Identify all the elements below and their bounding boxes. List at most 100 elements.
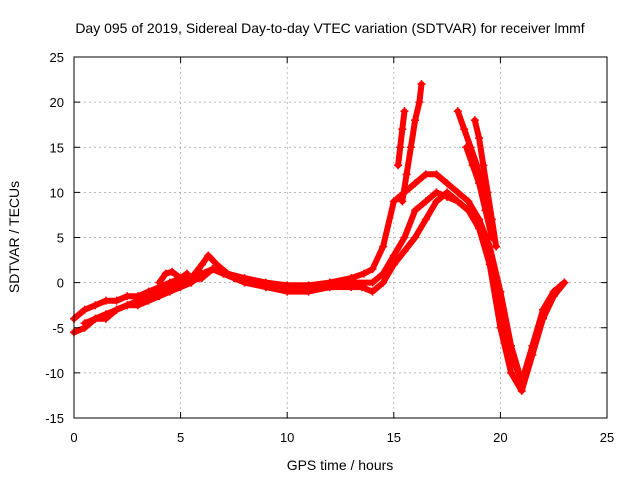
data-point-marker: [80, 319, 89, 328]
tick-marks: [73, 56, 608, 419]
data-point-marker: [368, 265, 377, 274]
data-point-marker: [80, 305, 89, 314]
data-point-marker: [411, 233, 420, 242]
data-point-marker: [112, 296, 121, 305]
data-point-marker: [517, 377, 526, 386]
x-tick-label: 20: [493, 430, 507, 445]
y-tick-label: 5: [57, 231, 64, 246]
data-point-marker: [483, 188, 492, 197]
data-point-marker: [123, 292, 132, 301]
data-point-marker: [460, 125, 469, 134]
data-point-marker: [187, 276, 196, 285]
data-point-marker: [475, 215, 484, 224]
data-point-marker: [168, 267, 177, 276]
data-point-marker: [415, 98, 424, 107]
data-point-marker: [411, 206, 420, 215]
data-point-marker: [492, 242, 501, 251]
data-point-marker: [133, 296, 142, 305]
data-point-marker: [432, 170, 441, 179]
data-point-marker: [453, 107, 462, 116]
data-point-marker: [368, 287, 377, 296]
data-point-marker: [487, 233, 496, 242]
data-point-marker: [219, 269, 228, 278]
data-point-marker: [400, 247, 409, 256]
data-point-marker: [443, 179, 452, 188]
data-point-marker: [507, 368, 516, 377]
data-point-marker: [421, 170, 430, 179]
data-point-marker: [496, 323, 505, 332]
x-tick-label: 10: [280, 430, 294, 445]
data-point-marker: [560, 278, 569, 287]
y-tick-label: 25: [50, 50, 64, 65]
data-point-marker: [549, 292, 558, 301]
data-point-marker: [517, 386, 526, 395]
y-tick-label: 0: [57, 276, 64, 291]
data-point-marker: [379, 278, 388, 287]
data-point-marker: [112, 305, 121, 314]
data-point-marker: [406, 143, 415, 152]
data-point-marker: [389, 197, 398, 206]
series-trace-3: [80, 188, 526, 386]
y-tick-label: -15: [45, 411, 64, 426]
data-point-marker: [481, 206, 490, 215]
series-spike-a: [398, 80, 426, 206]
x-tick-label: 5: [177, 430, 184, 445]
data-point-marker: [475, 179, 484, 188]
data-point-marker: [165, 283, 174, 292]
series-spike-e: [462, 143, 496, 242]
data-point-marker: [123, 301, 132, 310]
data-point-marker: [379, 269, 388, 278]
y-tick-label: 15: [50, 140, 64, 155]
data-point-marker: [539, 314, 548, 323]
series-trace-4: [155, 267, 191, 287]
data-point-marker: [507, 341, 516, 350]
data-point-marker: [400, 233, 409, 242]
y-tick-label: -10: [45, 366, 64, 381]
y-axis-label: SDTVAR / TECUs: [6, 181, 22, 293]
data-point-marker: [283, 285, 292, 294]
data-series: [70, 80, 569, 395]
data-point-marker: [197, 260, 206, 269]
data-point-marker: [400, 107, 409, 116]
data-point-marker: [411, 116, 420, 125]
data-point-marker: [304, 283, 313, 292]
y-tick-label: -5: [52, 321, 64, 336]
data-point-marker: [208, 265, 217, 274]
data-point-marker: [398, 197, 407, 206]
data-point-marker: [453, 197, 462, 206]
data-point-marker: [421, 197, 430, 206]
series-spike-d: [470, 116, 501, 251]
data-point-marker: [325, 278, 334, 287]
data-point-marker: [389, 251, 398, 260]
data-point-marker: [411, 179, 420, 188]
data-point-marker: [528, 350, 537, 359]
data-point-marker: [197, 274, 206, 283]
data-point-marker: [402, 170, 411, 179]
data-point-marker: [176, 274, 185, 283]
data-point-marker: [468, 161, 477, 170]
series-line: [395, 108, 408, 169]
data-point-marker: [396, 143, 405, 152]
x-tick-label: 25: [600, 430, 614, 445]
data-point-marker: [379, 242, 388, 251]
data-point-marker: [443, 192, 452, 201]
data-point-marker: [475, 134, 484, 143]
data-point-marker: [155, 287, 164, 296]
data-point-marker: [421, 215, 430, 224]
data-point-marker: [347, 278, 356, 287]
chart-title: Day 095 of 2019, Sidereal Day-to-day VTE…: [75, 20, 584, 36]
data-point-marker: [432, 197, 441, 206]
x-axis-label: GPS time / hours: [287, 457, 394, 473]
y-tick-label: 10: [50, 185, 64, 200]
data-point-marker: [496, 287, 505, 296]
data-point-marker: [155, 278, 164, 287]
data-point-marker: [204, 251, 213, 260]
data-point-marker: [462, 143, 471, 152]
data-point-marker: [144, 292, 153, 301]
x-tick-label: 15: [387, 430, 401, 445]
data-point-marker: [261, 283, 270, 292]
data-point-marker: [91, 301, 100, 310]
data-point-marker: [453, 188, 462, 197]
